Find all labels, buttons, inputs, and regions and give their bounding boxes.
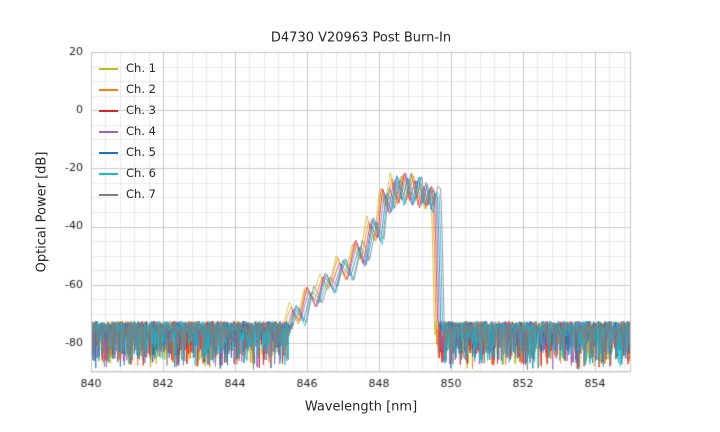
legend-swatch xyxy=(99,109,118,112)
legend-label: Ch. 7 xyxy=(126,186,156,201)
legend-label: Ch. 3 xyxy=(126,102,156,117)
y-axis-label: Optical Power [dB] xyxy=(34,151,50,273)
legend-swatch xyxy=(99,88,118,91)
legend-swatch xyxy=(99,172,118,175)
legend-item: Ch. 1 xyxy=(99,58,156,79)
legend: Ch. 1 Ch. 2 Ch. 3 Ch. 4 Ch. 5 Ch. 6 Ch. 7 xyxy=(99,58,156,205)
legend-label: Ch. 1 xyxy=(126,60,156,75)
legend-label: Ch. 5 xyxy=(126,144,156,159)
x-axis-label: Wavelength [nm] xyxy=(304,399,418,415)
legend-item: Ch. 4 xyxy=(99,121,156,142)
legend-item: Ch. 6 xyxy=(99,163,156,184)
legend-label: Ch. 4 xyxy=(126,123,156,138)
legend-swatch xyxy=(99,130,118,133)
legend-swatch xyxy=(99,151,118,154)
legend-swatch xyxy=(99,193,118,196)
legend-item: Ch. 5 xyxy=(99,142,156,163)
legend-item: Ch. 3 xyxy=(99,100,156,121)
legend-swatch xyxy=(99,67,118,70)
legend-item: Ch. 2 xyxy=(99,79,156,100)
legend-label: Ch. 6 xyxy=(126,165,156,180)
legend-label: Ch. 2 xyxy=(126,81,156,96)
legend-item: Ch. 7 xyxy=(99,184,156,205)
chart-title: D4730 V20963 Post Burn-In xyxy=(270,30,452,46)
